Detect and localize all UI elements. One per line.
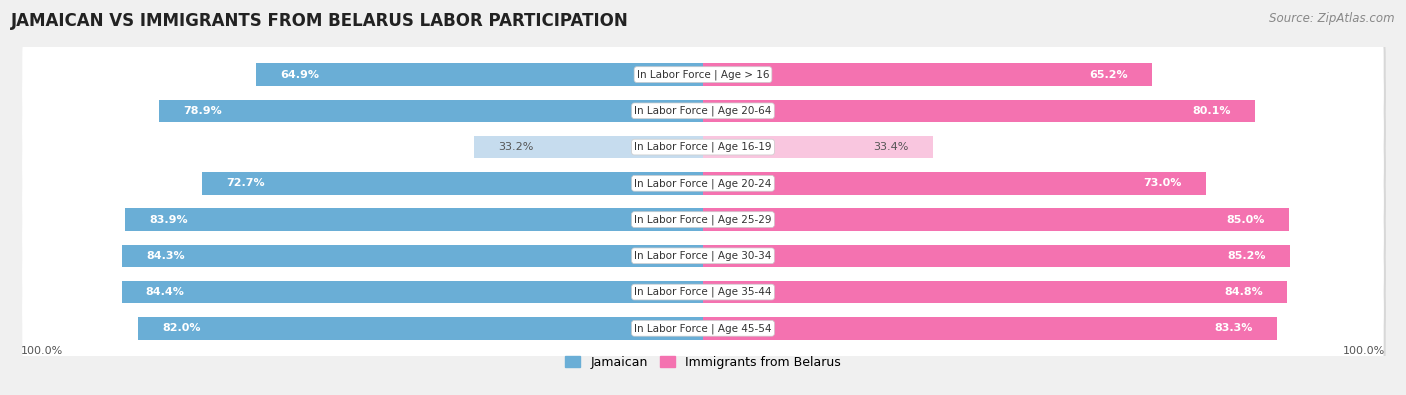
Text: 84.4%: 84.4% (146, 287, 184, 297)
FancyBboxPatch shape (22, 281, 1384, 375)
Text: In Labor Force | Age 20-64: In Labor Force | Age 20-64 (634, 105, 772, 116)
Text: 72.7%: 72.7% (226, 178, 264, 188)
Text: 85.0%: 85.0% (1226, 214, 1264, 225)
Text: 73.0%: 73.0% (1143, 178, 1182, 188)
FancyBboxPatch shape (22, 173, 1384, 267)
Text: In Labor Force | Age 20-24: In Labor Force | Age 20-24 (634, 178, 772, 188)
Bar (703, 208, 1289, 231)
Bar (202, 172, 703, 195)
Text: In Labor Force | Age 30-34: In Labor Force | Age 30-34 (634, 250, 772, 261)
Text: 82.0%: 82.0% (162, 324, 201, 333)
FancyBboxPatch shape (22, 28, 1384, 122)
FancyBboxPatch shape (24, 174, 1386, 268)
Bar (703, 172, 1206, 195)
FancyBboxPatch shape (22, 136, 1384, 230)
FancyBboxPatch shape (24, 283, 1386, 377)
FancyBboxPatch shape (24, 102, 1386, 196)
Bar (122, 245, 703, 267)
FancyBboxPatch shape (22, 245, 1384, 339)
Bar (121, 281, 703, 303)
Text: 33.2%: 33.2% (498, 142, 534, 152)
Text: 85.2%: 85.2% (1227, 251, 1265, 261)
Bar (159, 100, 703, 122)
Text: In Labor Force | Age > 16: In Labor Force | Age > 16 (637, 70, 769, 80)
Text: 33.4%: 33.4% (873, 142, 910, 152)
Text: 64.9%: 64.9% (280, 70, 319, 79)
Bar (125, 208, 703, 231)
Text: 84.3%: 84.3% (146, 251, 186, 261)
FancyBboxPatch shape (24, 246, 1386, 340)
Bar (474, 136, 703, 158)
FancyBboxPatch shape (24, 65, 1386, 160)
FancyBboxPatch shape (22, 209, 1384, 303)
Text: 83.3%: 83.3% (1215, 324, 1253, 333)
Text: 83.9%: 83.9% (149, 214, 188, 225)
Text: 100.0%: 100.0% (1343, 346, 1385, 356)
Text: Source: ZipAtlas.com: Source: ZipAtlas.com (1270, 12, 1395, 25)
Text: In Labor Force | Age 35-44: In Labor Force | Age 35-44 (634, 287, 772, 297)
Bar (703, 100, 1254, 122)
Bar (703, 281, 1288, 303)
Bar (703, 136, 934, 158)
Text: 100.0%: 100.0% (21, 346, 63, 356)
FancyBboxPatch shape (24, 210, 1386, 305)
Text: 65.2%: 65.2% (1090, 70, 1128, 79)
FancyBboxPatch shape (24, 137, 1386, 232)
Text: In Labor Force | Age 25-29: In Labor Force | Age 25-29 (634, 214, 772, 225)
Bar (138, 317, 703, 340)
Bar (703, 63, 1152, 86)
Bar (703, 245, 1289, 267)
Legend: Jamaican, Immigrants from Belarus: Jamaican, Immigrants from Belarus (560, 351, 846, 374)
Text: JAMAICAN VS IMMIGRANTS FROM BELARUS LABOR PARTICIPATION: JAMAICAN VS IMMIGRANTS FROM BELARUS LABO… (11, 12, 628, 30)
Bar (256, 63, 703, 86)
FancyBboxPatch shape (22, 64, 1384, 158)
Text: 84.8%: 84.8% (1225, 287, 1263, 297)
Text: In Labor Force | Age 45-54: In Labor Force | Age 45-54 (634, 323, 772, 333)
Bar (703, 317, 1277, 340)
FancyBboxPatch shape (24, 29, 1386, 123)
FancyBboxPatch shape (22, 100, 1384, 194)
Text: 80.1%: 80.1% (1192, 106, 1230, 116)
Text: In Labor Force | Age 16-19: In Labor Force | Age 16-19 (634, 142, 772, 152)
Text: 78.9%: 78.9% (184, 106, 222, 116)
